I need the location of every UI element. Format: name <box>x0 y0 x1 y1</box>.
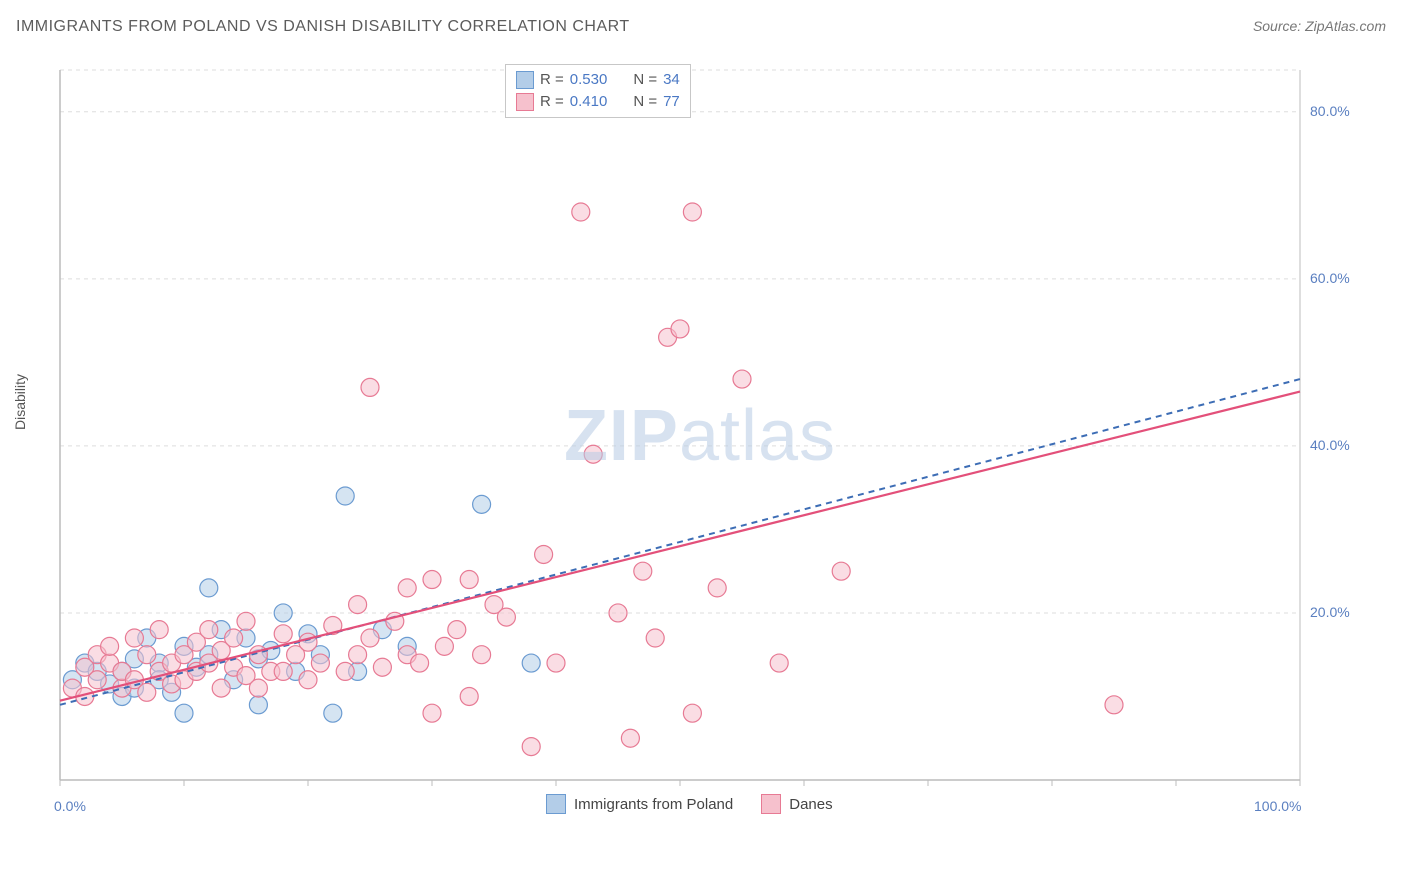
y-tick-label: 80.0% <box>1310 103 1350 119</box>
y-tick-label: 40.0% <box>1310 437 1350 453</box>
chart-svg <box>50 60 1350 820</box>
chart-title: IMMIGRANTS FROM POLAND VS DANISH DISABIL… <box>16 18 630 36</box>
y-axis-label: Disability <box>12 374 28 430</box>
legend-swatch-icon <box>516 71 534 89</box>
legend-item: Immigrants from Poland <box>546 794 733 814</box>
plot-area: ZIPatlas R = 0.530N = 34R = 0.410N = 77 <box>50 60 1350 820</box>
y-tick-label: 60.0% <box>1310 270 1350 286</box>
legend-label: Immigrants from Poland <box>574 796 733 813</box>
legend-swatch-icon <box>546 794 566 814</box>
legend-swatch-icon <box>516 93 534 111</box>
series-legend: Immigrants from Poland Danes <box>546 794 833 814</box>
legend-swatch-icon <box>761 794 781 814</box>
source-attribution: Source: ZipAtlas.com <box>1253 18 1386 34</box>
legend-item: Danes <box>761 794 832 814</box>
stat-legend-row: R = 0.530N = 34 <box>516 69 680 91</box>
stat-legend-row: R = 0.410N = 77 <box>516 91 680 113</box>
x-tick-label: 0.0% <box>54 798 86 814</box>
stat-legend: R = 0.530N = 34R = 0.410N = 77 <box>505 64 691 118</box>
x-tick-label: 100.0% <box>1254 798 1301 814</box>
y-tick-label: 20.0% <box>1310 604 1350 620</box>
legend-label: Danes <box>789 796 832 813</box>
